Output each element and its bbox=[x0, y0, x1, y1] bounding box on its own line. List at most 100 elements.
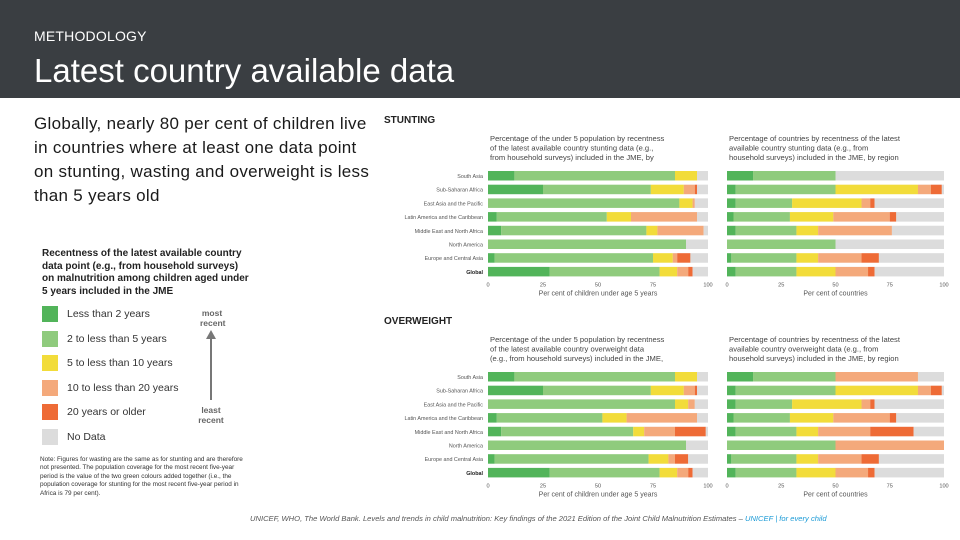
bar-segment-stunting-countries-global-0 bbox=[727, 266, 736, 277]
legend-item-10-to-20-years: 10 to less than 20 years bbox=[42, 379, 212, 396]
bar-segment-overweight-countries-latin-america-and-the-caribbean-5 bbox=[896, 413, 944, 423]
bar-segment-stunting-countries-south-asia-5 bbox=[835, 171, 944, 181]
bar-segment-stunting-children-sub-saharan-africa-2 bbox=[650, 184, 684, 195]
stunting-section-heading: STUNTING bbox=[384, 115, 435, 126]
bar-segment-overweight-countries-north-america-1 bbox=[727, 440, 836, 450]
bar-segment-overweight-children-latin-america-and-the-caribbean-0 bbox=[488, 413, 497, 423]
stunting-countries-title-line: Percentage of countries by recentness of… bbox=[729, 134, 901, 143]
legend-item-5-to-10-years: 5 to less than 10 years bbox=[42, 355, 212, 371]
bar-segment-overweight-countries-south-asia-3 bbox=[835, 372, 918, 382]
lead-statement: Globally, nearly 80 per cent of children… bbox=[34, 114, 370, 205]
bar-segment-stunting-countries-global-2 bbox=[796, 266, 836, 277]
legend-item-less-than-2-years: Less than 2 years bbox=[42, 306, 212, 322]
bar-segment-stunting-children-europe-and-central-asia-0 bbox=[488, 253, 495, 263]
legend-swatch bbox=[42, 355, 58, 371]
bar-segment-overweight-children-east-asia-and-the-pacific-5 bbox=[694, 399, 708, 409]
category-label: Europe and Central Asia bbox=[425, 457, 483, 463]
bar-segment-stunting-countries-global-4 bbox=[868, 266, 875, 277]
bar-segment-stunting-children-global-2 bbox=[659, 266, 678, 277]
legend-swatch bbox=[42, 330, 58, 347]
bar-segment-overweight-children-europe-and-central-asia-3 bbox=[668, 454, 675, 464]
bar-segment-stunting-children-middle-east-and-north-africa-3 bbox=[657, 225, 704, 236]
tick-label: 50 bbox=[595, 283, 601, 289]
stunting-children-title-line: from household surveys) included in the … bbox=[490, 153, 654, 162]
section-kicker: METHODOLOGY bbox=[34, 28, 147, 44]
bar-segment-overweight-children-latin-america-and-the-caribbean-3 bbox=[626, 413, 697, 423]
bar-segment-overweight-countries-sub-saharan-africa-4 bbox=[930, 385, 942, 396]
bar-segment-overweight-countries-latin-america-and-the-caribbean-1 bbox=[733, 413, 790, 423]
bar-segment-stunting-children-europe-and-central-asia-4 bbox=[677, 253, 691, 263]
bar-segment-stunting-countries-middle-east-and-north-africa-0 bbox=[727, 225, 736, 236]
bar-segment-overweight-countries-middle-east-and-north-africa-1 bbox=[735, 426, 797, 437]
bar-segment-overweight-countries-europe-and-central-asia-4 bbox=[861, 454, 879, 464]
bar-segment-stunting-countries-sub-saharan-africa-2 bbox=[835, 184, 918, 195]
bar-segment-stunting-countries-europe-and-central-asia-4 bbox=[861, 253, 879, 263]
bar-segment-stunting-children-global-1 bbox=[549, 266, 660, 277]
bar-segment-overweight-children-europe-and-central-asia-0 bbox=[488, 454, 495, 464]
bar-segment-overweight-countries-europe-and-central-asia-3 bbox=[818, 454, 862, 464]
bar-segment-overweight-children-south-asia-1 bbox=[514, 372, 675, 382]
bar-segment-stunting-countries-north-america-1 bbox=[727, 239, 836, 249]
tick-label: 75 bbox=[650, 484, 656, 490]
bar-segment-overweight-countries-global-0 bbox=[727, 467, 736, 478]
category-label: South Asia bbox=[457, 375, 483, 381]
bar-segment-stunting-countries-global-5 bbox=[874, 266, 944, 277]
bar-segment-stunting-countries-east-asia-and-the-pacific-4 bbox=[870, 198, 875, 208]
category-label: Europe and Central Asia bbox=[425, 256, 483, 262]
bar-segment-stunting-children-east-asia-and-the-pacific-5 bbox=[694, 198, 708, 208]
bar-segment-overweight-countries-sub-saharan-africa-1 bbox=[735, 385, 836, 396]
arrow-up-icon bbox=[206, 330, 216, 339]
bar-segment-stunting-children-south-asia-2 bbox=[675, 171, 697, 181]
tick-label: 50 bbox=[832, 484, 838, 490]
bar-segment-overweight-countries-global-4 bbox=[868, 467, 875, 478]
tick-label: 100 bbox=[703, 484, 712, 490]
bar-segment-overweight-children-latin-america-and-the-caribbean-1 bbox=[496, 413, 603, 423]
bar-segment-overweight-countries-global-2 bbox=[796, 467, 836, 478]
bar-segment-overweight-countries-global-3 bbox=[835, 467, 869, 478]
overweight-countries-title-line: household surveys) included in the JME, … bbox=[729, 354, 899, 363]
bar-segment-overweight-countries-europe-and-central-asia-1 bbox=[731, 454, 797, 464]
bar-segment-stunting-children-latin-america-and-the-caribbean-2 bbox=[606, 212, 631, 222]
bar-segment-overweight-countries-sub-saharan-africa-3 bbox=[917, 385, 931, 396]
bar-segment-overweight-children-south-asia-0 bbox=[488, 372, 515, 382]
category-label: Latin America and the Caribbean bbox=[404, 215, 483, 221]
bar-segment-overweight-countries-east-asia-and-the-pacific-2 bbox=[792, 399, 862, 409]
bar-segment-overweight-children-sub-saharan-africa-5 bbox=[697, 385, 708, 396]
bar-segment-overweight-countries-south-asia-1 bbox=[753, 372, 836, 382]
bar-segment-stunting-countries-sub-saharan-africa-0 bbox=[727, 184, 736, 195]
bar-segment-stunting-children-north-america-1 bbox=[488, 239, 686, 249]
tick-label: 100 bbox=[703, 283, 712, 289]
category-label: South Asia bbox=[457, 174, 483, 180]
bar-segment-stunting-countries-east-asia-and-the-pacific-5 bbox=[874, 198, 944, 208]
bar-segment-stunting-children-east-asia-and-the-pacific-3 bbox=[692, 198, 695, 208]
bar-segment-overweight-children-latin-america-and-the-caribbean-5 bbox=[697, 413, 708, 423]
tick-label: 50 bbox=[595, 484, 601, 490]
tick-label: 0 bbox=[725, 484, 728, 490]
bar-segment-stunting-children-europe-and-central-asia-3 bbox=[672, 253, 678, 263]
overweight-children-title-line: (e.g., from household surveys) included … bbox=[490, 354, 663, 363]
bar-segment-stunting-children-sub-saharan-africa-3 bbox=[683, 184, 695, 195]
bar-segment-overweight-children-sub-saharan-africa-1 bbox=[543, 385, 651, 396]
legend-label: Less than 2 years bbox=[67, 308, 150, 320]
stunting-countries-title-line: available country stunting data (e.g., f… bbox=[729, 144, 868, 153]
legend-item-no-data: No Data bbox=[42, 428, 212, 445]
x-axis-label: Per cent of countries bbox=[803, 492, 868, 499]
bar-segment-overweight-children-north-america-1 bbox=[488, 440, 686, 450]
bar-segment-stunting-children-middle-east-and-north-africa-5 bbox=[703, 225, 708, 236]
tick-label: 100 bbox=[939, 283, 948, 289]
bar-segment-overweight-countries-north-america-3 bbox=[835, 440, 944, 450]
bar-segment-stunting-countries-europe-and-central-asia-5 bbox=[878, 253, 944, 263]
stunting-children-title-line: of the latest available country stunting… bbox=[490, 144, 653, 153]
bar-segment-overweight-countries-sub-saharan-africa-5 bbox=[941, 385, 944, 396]
bar-segment-stunting-children-europe-and-central-asia-5 bbox=[690, 253, 708, 263]
bar-segment-overweight-children-sub-saharan-africa-3 bbox=[683, 385, 695, 396]
bar-segment-overweight-children-global-5 bbox=[692, 467, 708, 478]
legend-label: 5 to less than 10 years bbox=[67, 357, 173, 369]
bar-segment-stunting-countries-latin-america-and-the-caribbean-5 bbox=[896, 212, 944, 222]
bar-segment-overweight-countries-east-asia-and-the-pacific-3 bbox=[861, 399, 871, 409]
stunting-countries-title-line: household surveys) included in the JME, … bbox=[729, 153, 899, 162]
bar-segment-overweight-countries-south-asia-5 bbox=[917, 372, 944, 382]
bar-segment-overweight-children-global-4 bbox=[688, 467, 693, 478]
category-label: Sub-Saharan Africa bbox=[436, 389, 483, 395]
bar-segment-stunting-children-latin-america-and-the-caribbean-0 bbox=[488, 212, 497, 222]
